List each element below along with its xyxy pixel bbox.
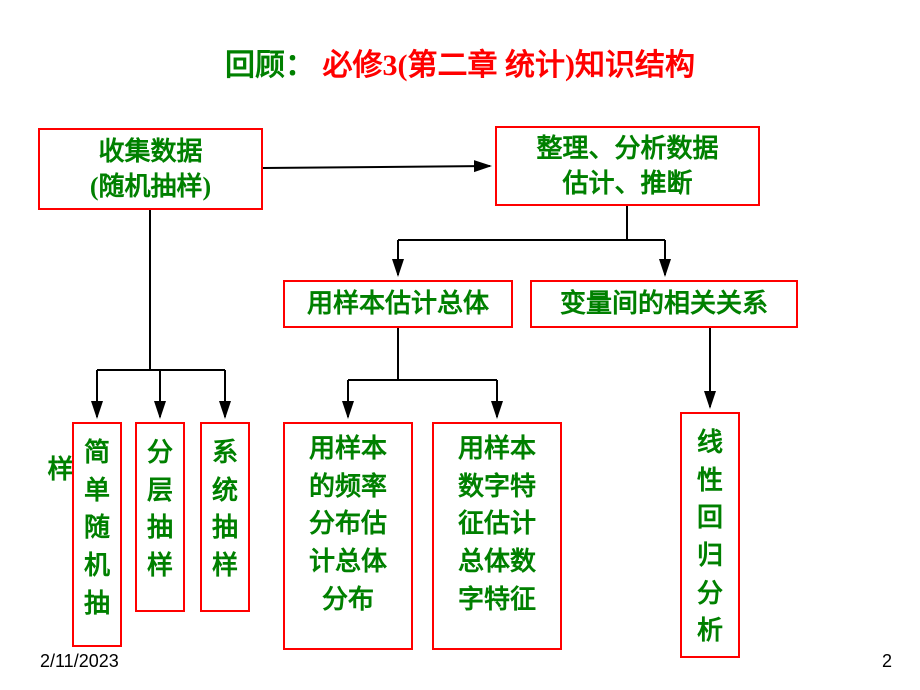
title-prefix: 回顾： [225,49,315,82]
box-collect: 收集数据 (随机抽样) [38,128,263,210]
box-analyze-line2: 估计、推断 [562,166,692,201]
leaf-frequency-dist: 用样本 的频率 分布估 计总体 分布 [283,422,413,650]
leaf-stratified: 分 层 抽 样 [135,422,185,612]
box-collect-line2: (随机抽样) [90,169,211,204]
box-variable-relation: 变量间的相关关系 [530,280,798,328]
box-analyze: 整理、分析数据 估计、推断 [495,126,760,206]
footer-page-number: 2 [882,651,892,672]
footer-date: 2/11/2023 [40,651,119,672]
leaf-systematic: 系 统 抽 样 [200,422,250,612]
box-analyze-line1: 整理、分析数据 [536,131,718,166]
slide-title: 回顾： 必修3(第二章 统计)知识结构 [0,40,920,84]
leaf-linear-regression: 线 性 回 归 分 析 [680,412,740,658]
box-sample-estimate: 用样本估计总体 [283,280,513,328]
box-variable-relation-text: 变量间的相关关系 [560,286,768,321]
box-sample-estimate-text: 用样本估计总体 [307,286,489,321]
title-main: 必修3(第二章 统计)知识结构 [323,49,695,82]
box-collect-line1: 收集数据 [98,134,202,169]
leaf-simple-random: 简 单 随 机 抽 [72,422,122,647]
leaf-numeric-char: 用样本 数字特 征估计 总体数 字特征 [432,422,562,650]
